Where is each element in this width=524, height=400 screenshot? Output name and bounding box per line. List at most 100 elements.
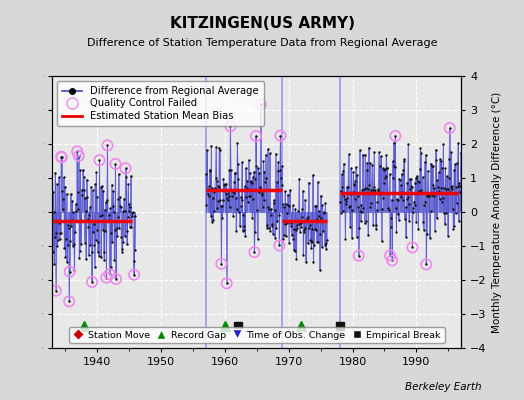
Point — [69, 243, 77, 249]
Point — [309, 172, 317, 178]
Point — [337, 171, 346, 178]
Point — [89, 187, 97, 194]
Point — [366, 160, 374, 167]
Point — [118, 249, 127, 256]
Point — [312, 202, 320, 209]
Point — [451, 210, 460, 216]
Point — [354, 252, 363, 259]
Point — [254, 165, 263, 172]
Point — [54, 220, 63, 226]
Point — [432, 157, 441, 163]
Point — [87, 184, 95, 190]
Point — [419, 227, 428, 234]
Point — [228, 193, 236, 199]
Point — [428, 192, 436, 198]
Point — [108, 203, 117, 209]
Point — [73, 148, 81, 154]
Point — [115, 225, 123, 232]
Point — [378, 165, 387, 172]
Point — [434, 169, 443, 176]
Point — [425, 193, 434, 200]
Point — [390, 140, 398, 146]
Point — [58, 154, 66, 160]
Point — [268, 223, 276, 229]
Point — [130, 272, 138, 278]
Point — [384, 205, 392, 211]
Point — [441, 165, 450, 172]
Point — [105, 271, 114, 278]
Point — [250, 249, 258, 255]
Point — [131, 212, 139, 219]
Point — [92, 237, 100, 244]
Point — [204, 186, 212, 192]
Point — [367, 200, 375, 207]
Point — [359, 152, 367, 158]
Point — [81, 194, 89, 201]
Point — [64, 225, 73, 231]
Point — [373, 206, 381, 213]
Point — [236, 223, 244, 229]
Point — [424, 192, 433, 198]
Point — [361, 151, 369, 158]
Point — [298, 214, 306, 220]
Point — [430, 184, 439, 191]
Point — [376, 163, 384, 169]
Point — [400, 156, 409, 162]
Point — [80, 240, 89, 246]
Point — [60, 244, 69, 251]
Point — [60, 174, 68, 181]
Point — [258, 190, 267, 197]
Point — [418, 174, 427, 180]
Point — [239, 212, 247, 218]
Point — [408, 244, 417, 251]
Point — [54, 237, 62, 243]
Point — [279, 232, 288, 238]
Point — [441, 221, 449, 227]
Text: Berkeley Earth: Berkeley Earth — [406, 382, 482, 392]
Point — [336, 199, 344, 205]
Point — [123, 241, 132, 248]
Point — [437, 158, 445, 164]
Point — [398, 171, 406, 177]
Point — [311, 202, 319, 209]
Point — [400, 158, 408, 164]
Point — [108, 238, 116, 245]
Point — [97, 212, 106, 218]
Point — [417, 150, 425, 156]
Point — [350, 182, 358, 188]
Point — [110, 209, 118, 216]
Point — [306, 237, 314, 244]
Point — [258, 191, 266, 198]
Point — [79, 174, 88, 180]
Point — [85, 252, 93, 258]
Point — [74, 189, 82, 196]
Point — [256, 183, 264, 190]
Point — [257, 101, 265, 108]
Point — [294, 207, 302, 214]
Point — [68, 198, 77, 204]
Point — [221, 181, 230, 187]
Point — [235, 209, 243, 215]
Point — [226, 123, 235, 130]
Point — [103, 142, 112, 149]
Point — [122, 174, 130, 180]
Point — [345, 204, 353, 210]
Point — [224, 190, 232, 196]
Point — [293, 225, 301, 232]
Point — [95, 157, 104, 163]
Point — [121, 233, 129, 240]
Point — [55, 174, 63, 180]
Point — [214, 183, 222, 189]
Point — [276, 132, 285, 139]
Point — [58, 154, 66, 160]
Point — [202, 171, 210, 177]
Point — [269, 230, 277, 237]
Point — [445, 156, 453, 162]
Point — [277, 175, 285, 181]
Point — [56, 230, 64, 236]
Point — [106, 264, 115, 270]
Point — [105, 271, 114, 278]
Point — [238, 159, 246, 166]
Point — [218, 215, 226, 221]
Point — [416, 166, 424, 172]
